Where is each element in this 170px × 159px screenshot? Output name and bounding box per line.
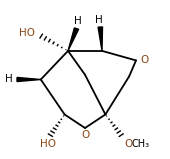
Text: HO: HO: [19, 28, 35, 38]
Polygon shape: [68, 28, 79, 51]
Text: O: O: [124, 139, 132, 149]
Text: O: O: [140, 55, 149, 65]
Text: H: H: [5, 75, 13, 84]
Polygon shape: [98, 27, 103, 51]
Text: H: H: [95, 15, 103, 25]
Text: CH₃: CH₃: [132, 139, 150, 149]
Text: HO: HO: [40, 139, 56, 149]
Text: H: H: [74, 16, 82, 26]
Text: O: O: [81, 130, 89, 140]
Polygon shape: [17, 77, 41, 82]
